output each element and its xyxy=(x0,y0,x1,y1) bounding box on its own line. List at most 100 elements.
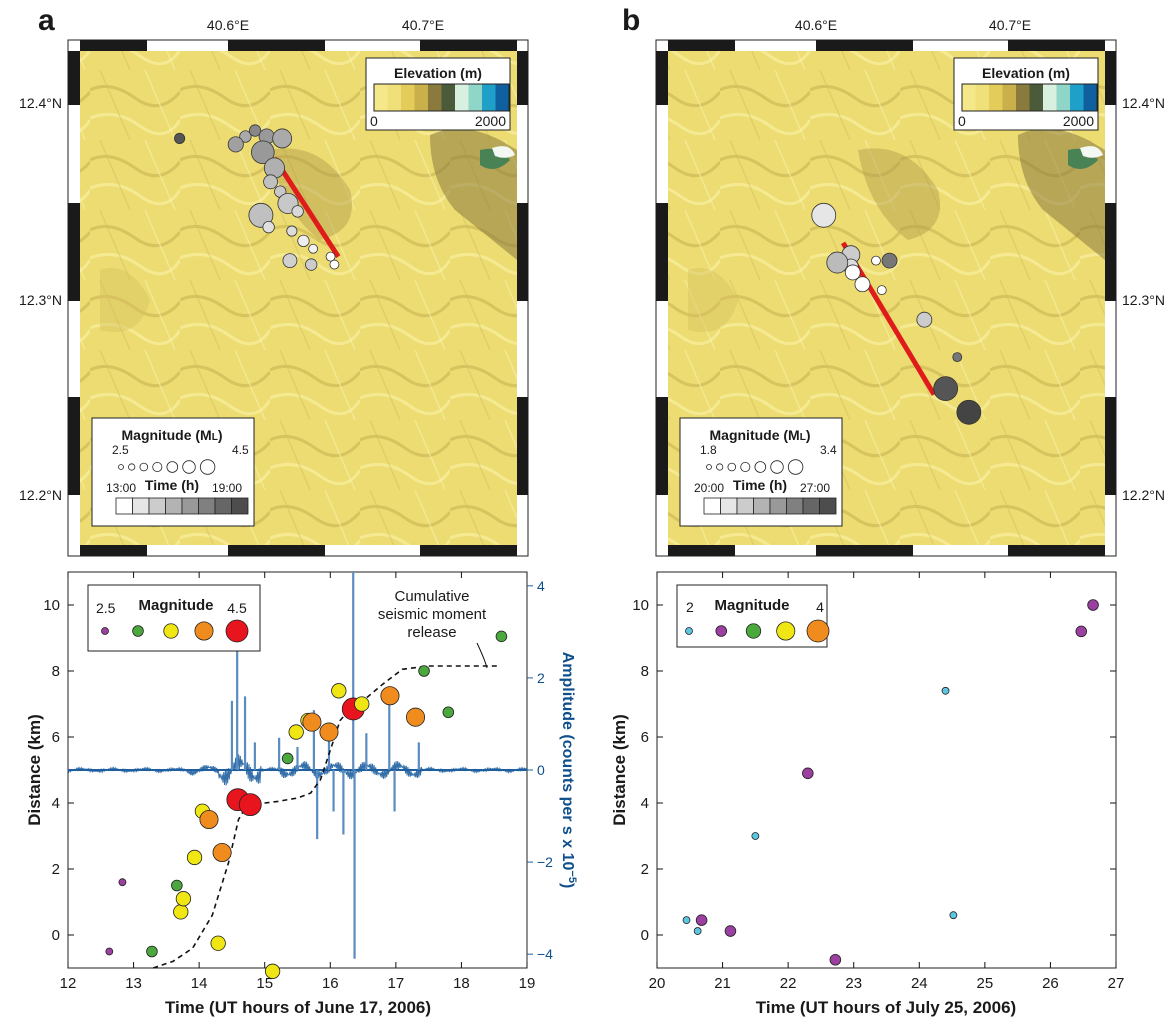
lat-label-a-1: 12.4°N xyxy=(19,95,62,111)
magnitude-size-circle-b-4 xyxy=(754,461,767,473)
elevation-min-b: 0 xyxy=(958,113,966,129)
elevation-max-a: 2000 xyxy=(475,113,506,129)
x-tick-label-2: 22 xyxy=(780,975,797,992)
data-point-19 xyxy=(331,683,347,699)
legend-swatch-0 xyxy=(101,627,109,635)
lat-label-a-2: 12.3°N xyxy=(19,292,62,308)
magnitude-size-scale-a xyxy=(118,459,216,475)
magnitude-size-circle-a-2 xyxy=(139,462,149,472)
elevation-swatch-a-5 xyxy=(441,84,455,111)
y-tick-label-3: 6 xyxy=(641,729,649,746)
elevation-swatch-a-7 xyxy=(468,84,482,111)
x-tick-label-2: 14 xyxy=(191,975,208,992)
data-point-15 xyxy=(288,724,304,740)
earthquake-marker-a-1 xyxy=(239,130,252,143)
fault-line-a xyxy=(272,156,341,259)
elevation-min-a: 0 xyxy=(370,113,378,129)
chart-a-legend-max: 4.5 xyxy=(227,600,247,616)
annotation-line-2: seismic moment xyxy=(378,606,487,623)
data-point-13 xyxy=(264,963,281,979)
elevation-swatch-a-2 xyxy=(401,84,415,111)
annotation-line-1: Cumulative xyxy=(394,588,469,605)
time-legend-max-b: 27:00 xyxy=(800,481,830,495)
lon-label-b-1: 40.6°E xyxy=(795,17,837,33)
elevation-swatch-a-9 xyxy=(495,84,509,111)
chart-b-legend-max: 4 xyxy=(816,599,824,615)
chart-a-legend: 2.5 Magnitude 4.5 xyxy=(87,584,261,652)
data-point-0 xyxy=(105,947,114,956)
time-shade-swatch-a-5 xyxy=(198,497,216,515)
earthquake-marker-b-4 xyxy=(844,264,861,281)
elevation-swatch-b-6 xyxy=(1043,84,1057,111)
earthquake-marker-b-6 xyxy=(881,252,898,269)
magnitude-legend-title-a: Magnitude (ML) xyxy=(122,427,223,443)
cumulative-moment-curve xyxy=(152,665,501,969)
elevation-colorbar-border-a xyxy=(373,83,510,112)
magnitude-size-circle-a-6 xyxy=(199,459,216,475)
chart-b-xlabel: Time (UT hours of July 25, 2006) xyxy=(756,998,1016,1017)
y-tick-label-3: 6 xyxy=(52,729,60,746)
chart-b-legend-title: Magnitude xyxy=(715,597,790,614)
time-shade-swatch-a-0 xyxy=(115,497,133,515)
data-point-4 xyxy=(751,832,760,840)
elevation-swatch-b-9 xyxy=(1083,84,1097,111)
elevation-legend-b: Elevation (m) 0 2000 xyxy=(953,57,1099,131)
y2-tick-label-1: −2 xyxy=(537,854,553,870)
annotation-line-3: release xyxy=(407,624,456,641)
elevation-colorbar-b xyxy=(961,83,1098,112)
lat-label-b-2: 12.3°N xyxy=(1122,292,1165,308)
magnitude-size-circle-b-3 xyxy=(740,461,751,472)
magnitude-size-circle-b-6 xyxy=(787,459,804,475)
y2-tick-label-3: 2 xyxy=(537,670,545,686)
chart-a-xlabel: Time (UT hours of June 17, 2006) xyxy=(165,998,431,1017)
event-markers-b xyxy=(811,202,982,425)
data-point-17 xyxy=(302,712,322,732)
y-tick-label-5: 10 xyxy=(43,597,60,614)
data-point-9 xyxy=(199,809,219,830)
data-point-9 xyxy=(1075,625,1088,638)
time-shade-swatch-a-7 xyxy=(231,497,249,515)
elevation-swatch-a-6 xyxy=(455,84,469,111)
earthquake-marker-a-4 xyxy=(272,128,293,149)
earthquake-marker-a-8 xyxy=(263,174,278,190)
chart-a-ylabel: Distance (km) xyxy=(25,714,44,825)
lat-label-b-3: 12.2°N xyxy=(1122,487,1165,503)
x-tick-label-5: 17 xyxy=(388,975,405,992)
data-point-24 xyxy=(418,665,430,677)
data-point-8 xyxy=(210,935,226,951)
time-shade-swatch-a-3 xyxy=(165,497,183,515)
y-tick-label-1: 2 xyxy=(641,861,649,878)
magnitude-legend-max-b: 3.4 xyxy=(820,443,837,457)
legend-swatch-4 xyxy=(225,619,249,643)
x-tick-label-1: 13 xyxy=(125,975,142,992)
time-shade-swatch-b-5 xyxy=(786,497,804,515)
y-tick-label-2: 4 xyxy=(641,795,649,812)
chart-a-legend-min: 2.5 xyxy=(96,600,116,616)
magnitude-legend-max-a: 4.5 xyxy=(232,443,249,457)
legend-swatch-1 xyxy=(132,625,144,637)
elevation-legend-title-a: Elevation (m) xyxy=(394,65,482,81)
elevation-swatch-b-4 xyxy=(1016,84,1030,111)
earthquake-marker-b-5 xyxy=(871,255,881,266)
data-point-5 xyxy=(175,891,192,907)
magnitude-size-circle-a-1 xyxy=(128,463,136,471)
magnitude-size-circle-b-1 xyxy=(716,463,724,471)
x-tick-label-0: 12 xyxy=(60,975,77,992)
data-point-21 xyxy=(354,696,370,712)
x-tick-label-4: 24 xyxy=(911,975,928,992)
chart-a-y2label: Amplitude (counts per s x 10−5) xyxy=(559,652,578,889)
chart-a-legend-swatches xyxy=(101,619,249,643)
time-shade-swatch-b-1 xyxy=(720,497,738,515)
lon-label-a-1: 40.6°E xyxy=(207,17,249,33)
time-shade-swatch-b-6 xyxy=(802,497,820,515)
time-shade-swatch-b-0 xyxy=(703,497,721,515)
data-point-2 xyxy=(146,945,158,958)
magnitude-size-circle-b-2 xyxy=(727,462,737,472)
time-shade-swatch-b-4 xyxy=(769,497,787,515)
data-point-8 xyxy=(949,911,958,920)
earthquake-marker-a-0 xyxy=(174,132,186,144)
earthquake-marker-a-13 xyxy=(291,205,304,218)
x-tick-label-6: 18 xyxy=(453,975,470,992)
chart-b-legend-swatches xyxy=(685,619,830,643)
legend-swatch-4 xyxy=(806,619,830,643)
